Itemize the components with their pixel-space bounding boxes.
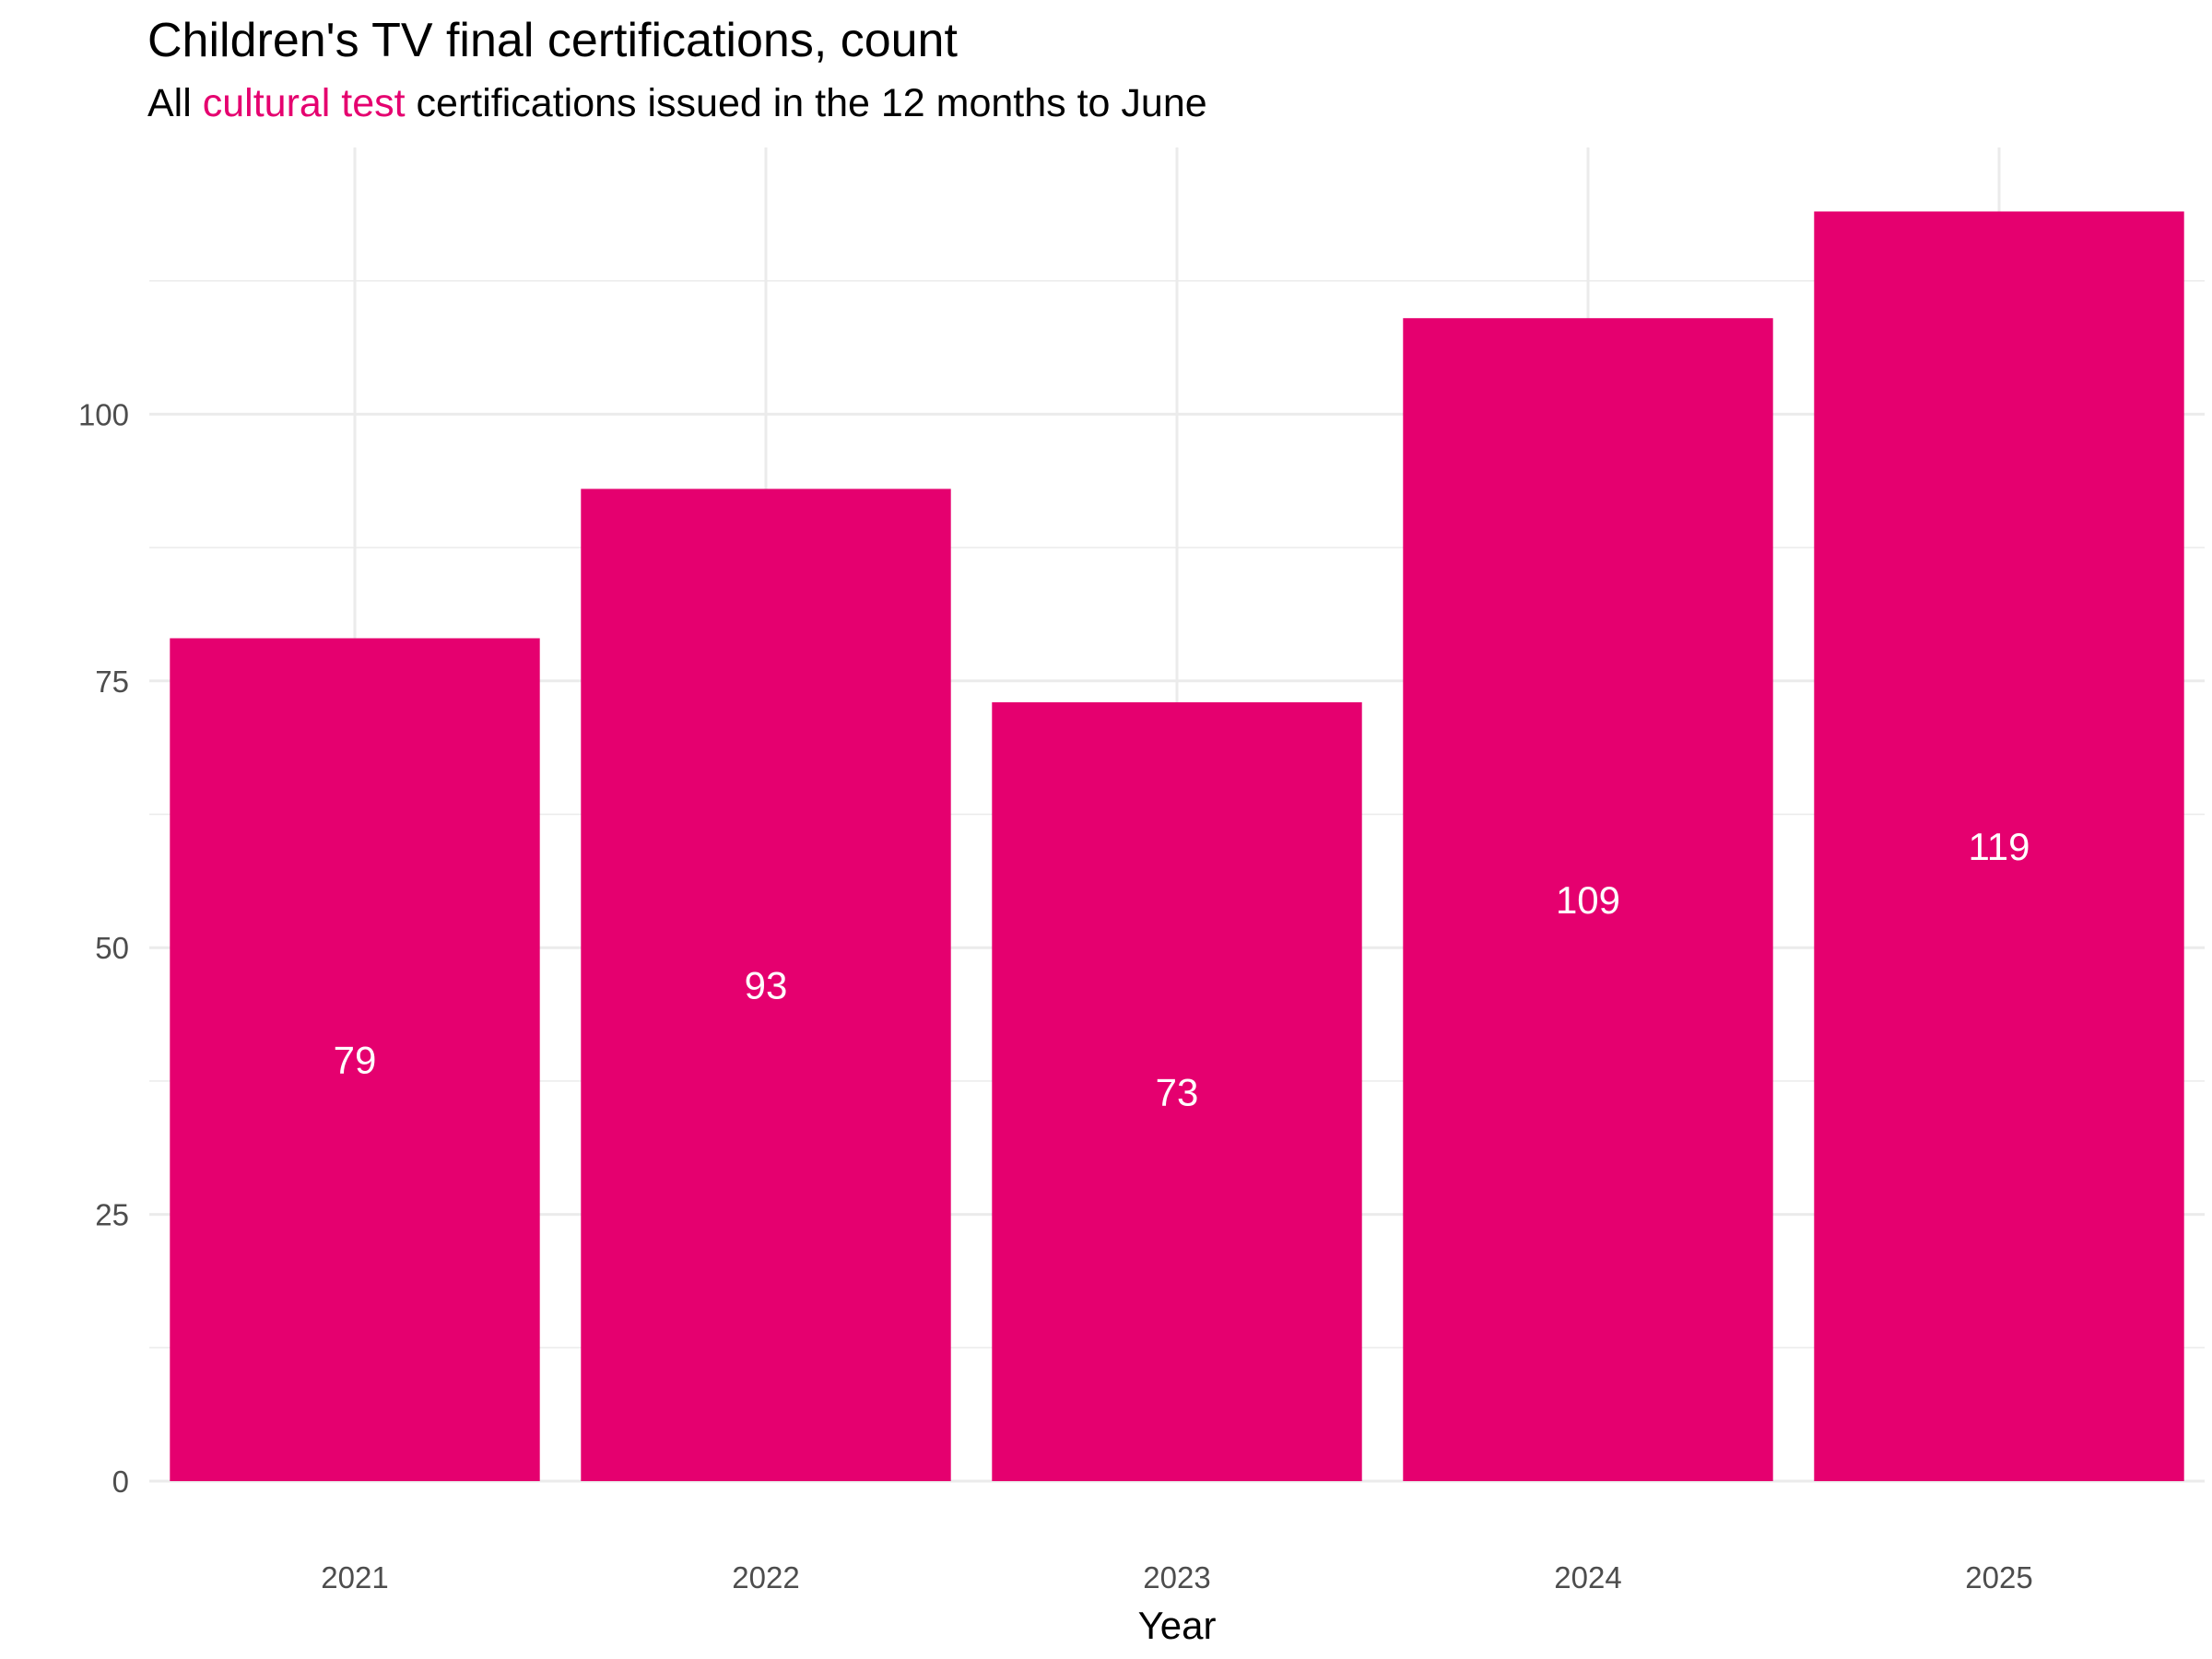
chart-subtitle: All cultural test certifications issued … bbox=[147, 81, 1207, 126]
x-tick-label: 2025 bbox=[1965, 1560, 2032, 1594]
subtitle-suffix: certifications issued in the 12 months t… bbox=[405, 81, 1207, 125]
bar-2025 bbox=[1814, 211, 2184, 1481]
y-axis-ticks: 0 25 50 75 100 bbox=[78, 397, 129, 1499]
bar-value-label: 79 bbox=[334, 1039, 377, 1082]
y-tick-label: 50 bbox=[95, 931, 129, 965]
bar-2024 bbox=[1403, 318, 1773, 1481]
bar-value-label: 119 bbox=[1969, 825, 2030, 868]
x-tick-label: 2024 bbox=[1554, 1560, 1621, 1594]
y-tick-label: 75 bbox=[95, 665, 129, 699]
x-tick-label: 2022 bbox=[732, 1560, 799, 1594]
x-axis-ticks: 2021 2022 2023 2024 2025 bbox=[321, 1560, 2032, 1594]
bar-value-label: 93 bbox=[745, 964, 788, 1007]
bar-value-label: 109 bbox=[1556, 878, 1620, 922]
y-tick-label: 25 bbox=[95, 1198, 129, 1232]
bar-value-label: 73 bbox=[1156, 1070, 1199, 1113]
chart-title: Children's TV final certifications, coun… bbox=[147, 14, 958, 67]
y-tick-label: 100 bbox=[78, 397, 129, 431]
subtitle-highlight: cultural test bbox=[202, 81, 406, 125]
y-tick-label: 0 bbox=[112, 1465, 129, 1499]
bar-2023 bbox=[992, 701, 1362, 1481]
x-tick-label: 2023 bbox=[1143, 1560, 1210, 1594]
bar-2021 bbox=[170, 638, 540, 1481]
bar-2022 bbox=[581, 488, 951, 1481]
x-axis-label: Year bbox=[1138, 1604, 1217, 1647]
x-tick-label: 2021 bbox=[321, 1560, 388, 1594]
bars: 79 93 73 109 119 bbox=[170, 211, 2184, 1481]
subtitle-prefix: All bbox=[147, 81, 203, 125]
